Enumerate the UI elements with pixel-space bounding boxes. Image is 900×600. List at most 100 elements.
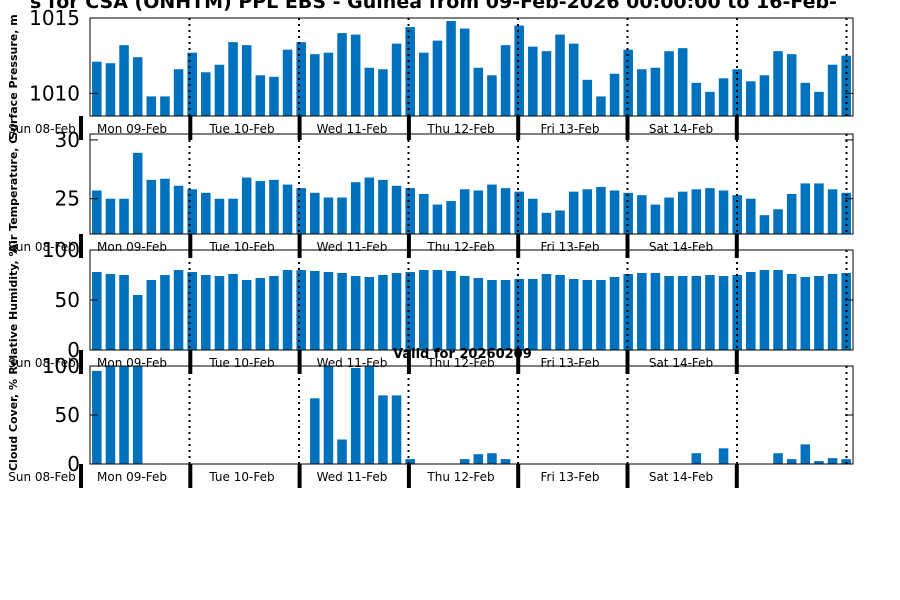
bar <box>841 459 851 464</box>
bar <box>814 183 824 234</box>
bar <box>364 366 375 464</box>
day-label: Tue 10-Feb <box>208 122 274 136</box>
valid-label: Valid for 20260209 <box>393 347 532 362</box>
bar <box>650 204 661 234</box>
bar <box>337 273 347 350</box>
bar <box>187 189 197 234</box>
bar <box>241 177 252 234</box>
bar <box>378 179 388 234</box>
y-axis-label: Air Temperature, C <box>7 136 20 253</box>
bar <box>596 280 606 350</box>
bar <box>310 192 320 234</box>
ytick-label: 50 <box>55 288 80 312</box>
bar <box>214 198 225 234</box>
bar <box>132 152 143 234</box>
bar <box>677 48 688 116</box>
bar <box>459 189 470 234</box>
bar <box>282 184 293 234</box>
bar <box>132 295 143 350</box>
bar <box>255 181 266 234</box>
bar <box>568 191 579 234</box>
bar <box>296 270 306 350</box>
bar <box>405 272 415 350</box>
bar <box>187 52 197 116</box>
day-label: Fri 13-Feb <box>541 470 600 484</box>
ytick-label: 30 <box>55 128 80 152</box>
bar <box>691 453 702 464</box>
bar <box>92 370 102 464</box>
bar <box>759 215 770 234</box>
bar <box>255 75 266 116</box>
bar <box>759 270 770 350</box>
ytick-label: 1010 <box>29 81 80 105</box>
bar <box>92 190 102 234</box>
bar <box>432 270 443 350</box>
bar <box>541 212 552 234</box>
bar <box>473 190 484 234</box>
day-label: Tue 10-Feb <box>208 470 274 484</box>
bar <box>582 79 593 116</box>
bar <box>323 197 334 234</box>
day-label: Thu 12-Feb <box>426 470 494 484</box>
bar <box>705 188 715 234</box>
bar <box>677 191 688 234</box>
bar <box>132 366 143 464</box>
bar <box>105 63 116 116</box>
bar <box>405 27 415 116</box>
bar <box>323 52 334 116</box>
day-label: Sat 14-Feb <box>649 122 713 136</box>
bar <box>255 278 266 350</box>
plot-frame <box>89 17 854 117</box>
bar <box>637 273 647 350</box>
bar <box>310 271 320 350</box>
bar <box>691 276 702 350</box>
bar <box>746 198 756 234</box>
bar <box>773 453 783 464</box>
bar <box>609 190 620 234</box>
bar <box>487 280 497 350</box>
bar <box>786 274 797 350</box>
day-label: Fri 13-Feb <box>541 122 600 136</box>
day-label: Sun 08-Feb <box>8 470 76 484</box>
bar <box>310 398 320 464</box>
bar <box>419 270 429 350</box>
bar <box>241 280 252 350</box>
bar <box>732 195 742 234</box>
bar <box>555 210 565 234</box>
bar <box>528 279 538 350</box>
bar <box>814 276 824 350</box>
bar <box>800 444 811 464</box>
bar <box>350 276 361 350</box>
bar <box>800 82 811 116</box>
bar <box>350 182 361 234</box>
bar <box>759 75 770 116</box>
bar <box>337 33 347 116</box>
bar <box>637 69 647 116</box>
bar <box>446 21 456 116</box>
ytick-label: 0 <box>67 338 80 362</box>
bar <box>609 73 620 116</box>
bar <box>732 69 742 116</box>
bar <box>323 366 334 464</box>
day-label: Fri 13-Feb <box>541 240 600 254</box>
bar <box>391 273 402 350</box>
ytick-label: 25 <box>55 187 80 211</box>
bar <box>364 177 375 234</box>
bar <box>473 278 484 350</box>
bar <box>119 45 129 116</box>
bar <box>228 42 238 117</box>
day-label: Sat 14-Feb <box>649 240 713 254</box>
bar <box>173 270 184 350</box>
bar <box>228 274 238 350</box>
bar <box>378 395 388 464</box>
panel-2: 25 30 Sun 08-Feb Mon 09-Feb Tue 10-Feb Wed 11… <box>7 128 854 258</box>
bar <box>500 188 511 234</box>
bar <box>664 276 674 350</box>
day-label: Tue 10-Feb <box>208 240 274 254</box>
y-axis-label: Relative Humidity, % <box>7 245 20 374</box>
bar <box>119 366 129 464</box>
plot-frame <box>89 133 854 235</box>
bar <box>419 52 429 116</box>
